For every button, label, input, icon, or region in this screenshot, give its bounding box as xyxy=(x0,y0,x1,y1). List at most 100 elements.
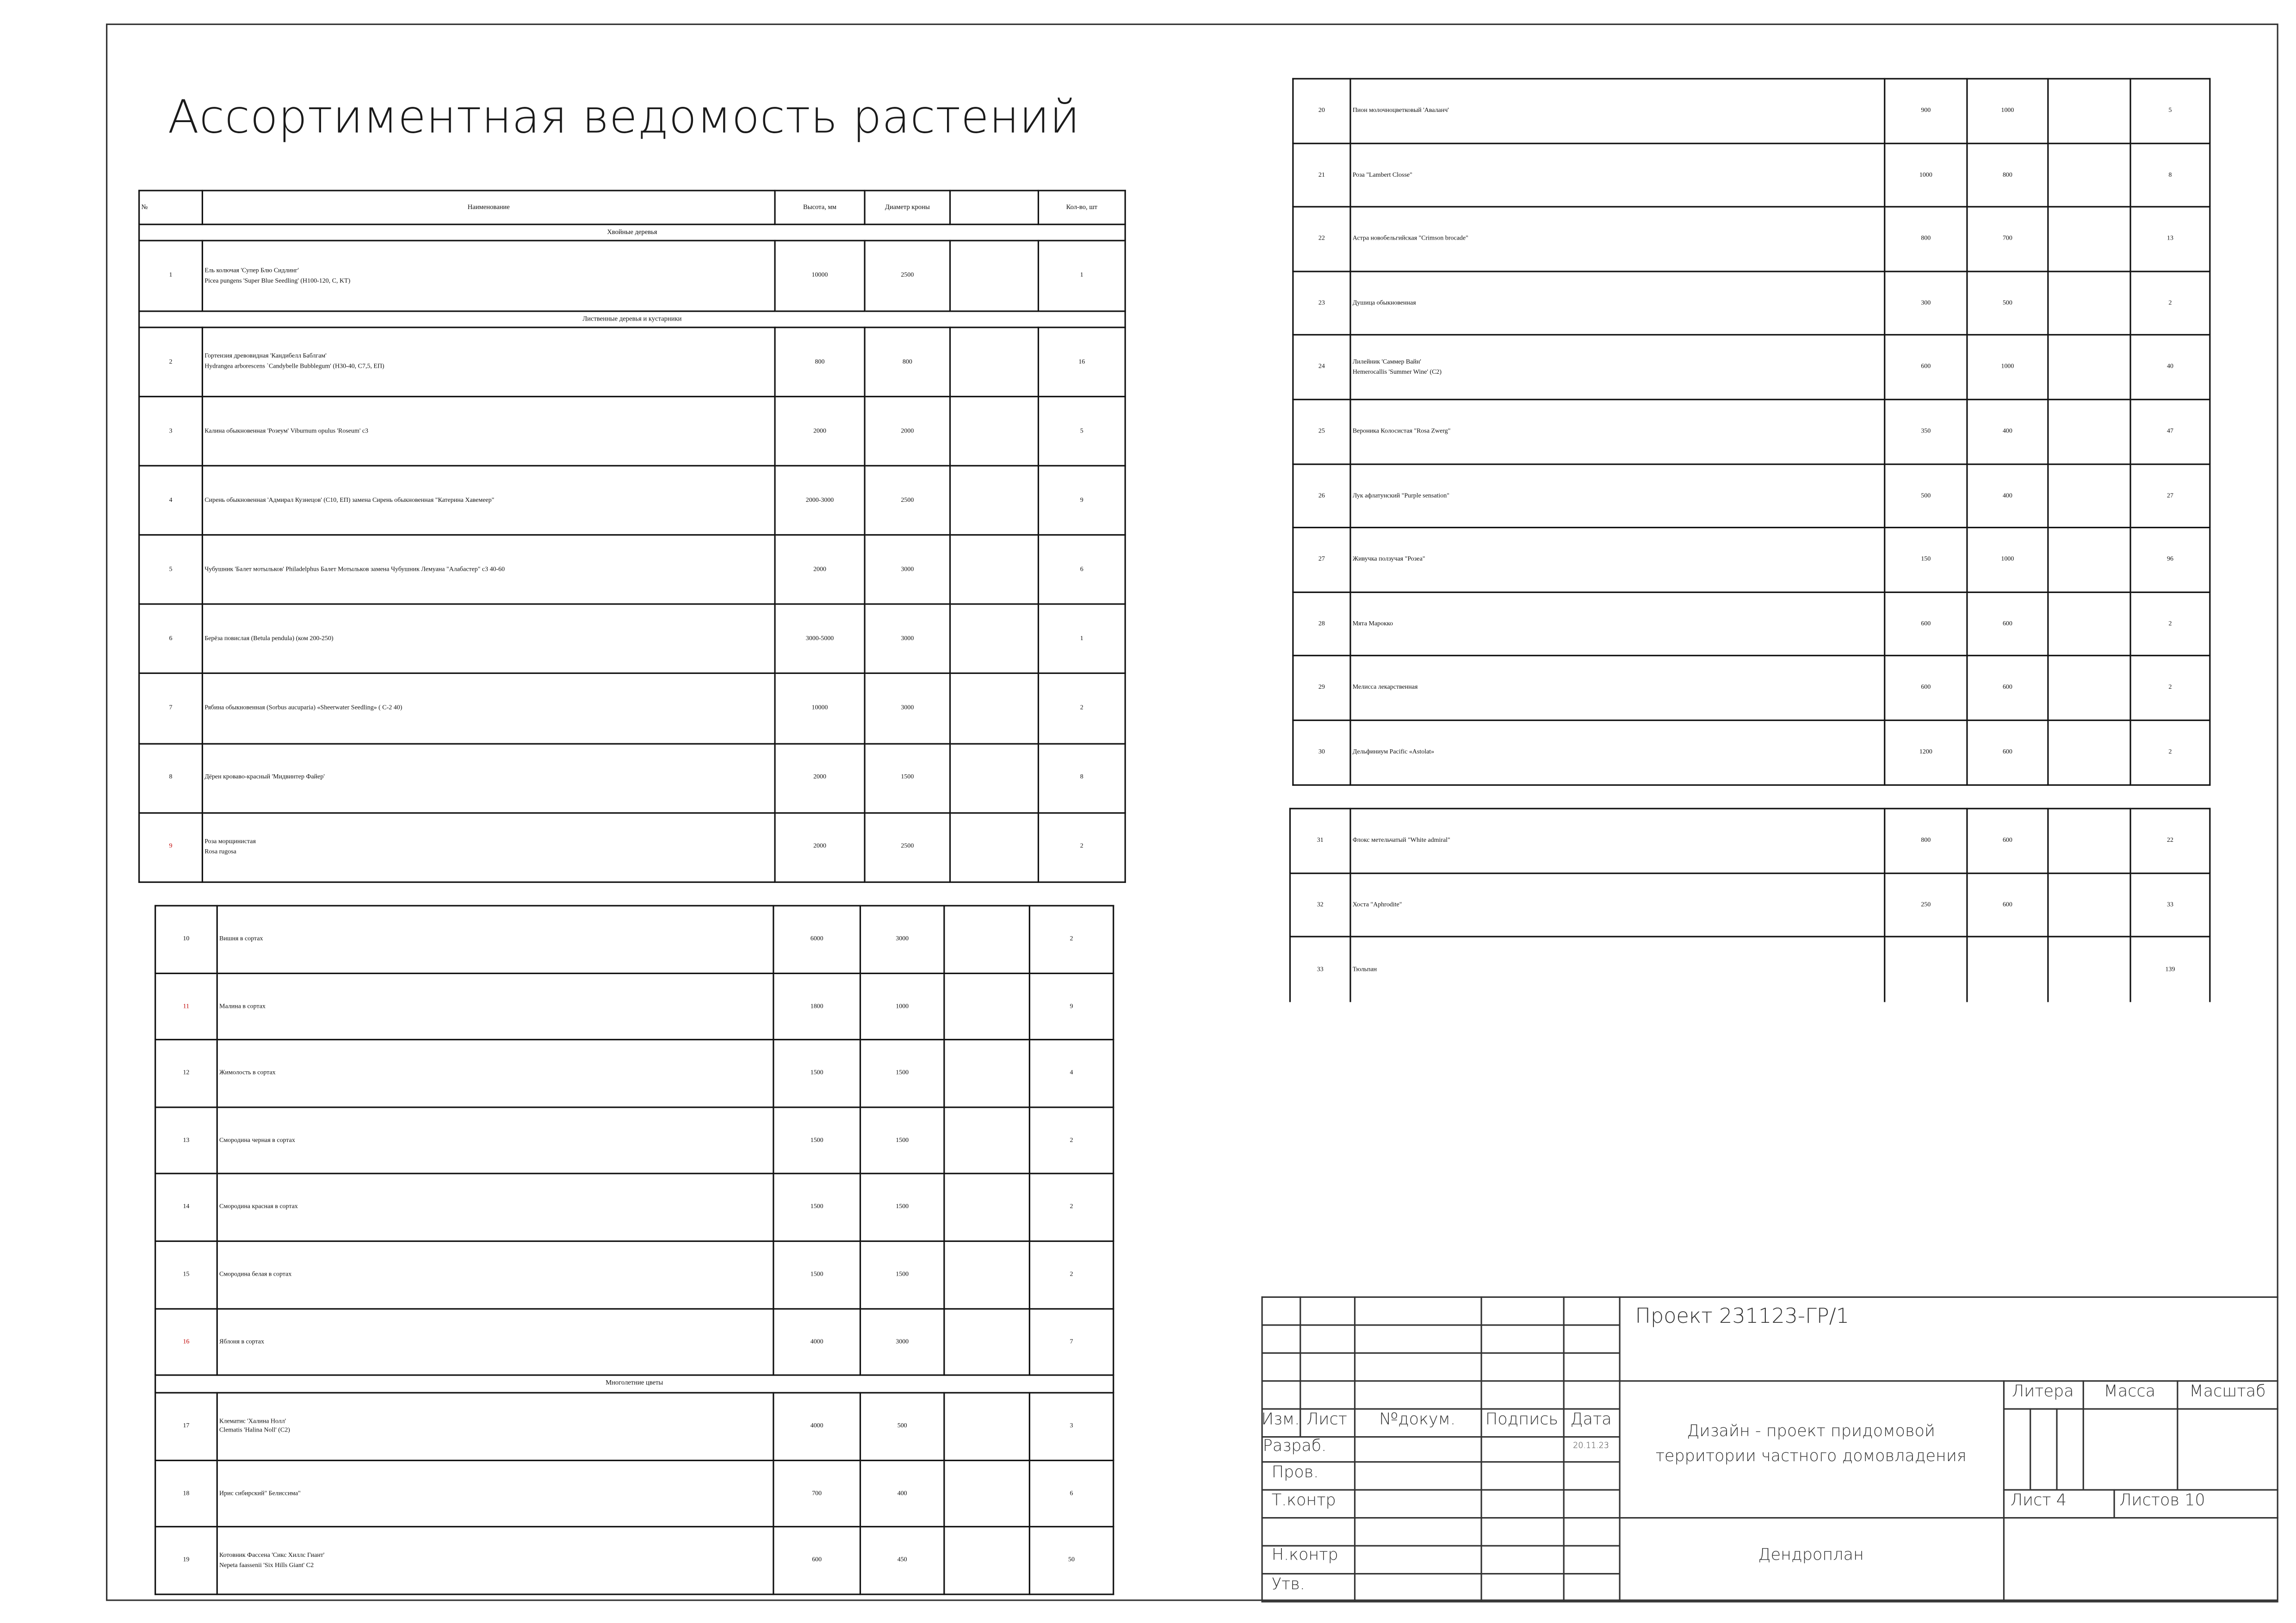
row-number: 32 xyxy=(1289,872,1351,938)
plant-quantity: 2 xyxy=(1028,1106,1114,1175)
plant-name: Котовник Фассена 'Сикс Хиллс Гиант' Nepet… xyxy=(216,1526,774,1595)
table-row: 32 Хоста "Aphrodite" 250 600 33 xyxy=(1289,872,2211,938)
plant-name: Флокс метельчатый "White admiral" xyxy=(1349,808,1886,874)
crown-diameter: 400 xyxy=(1966,463,2049,529)
title-block-line xyxy=(1261,1545,1619,1547)
plant-quantity: 139 xyxy=(2129,936,2211,1002)
crown-diameter: 600 xyxy=(1966,719,2049,785)
row-number: 17 xyxy=(155,1392,218,1461)
plant-quantity: 1 xyxy=(1037,604,1126,675)
title-block-line xyxy=(2113,1489,2115,1518)
plant-name-primary: Рябина обыкновенная (Sorbus aucuparia) «… xyxy=(204,704,402,711)
row-number: 24 xyxy=(1292,334,1351,401)
plant-quantity: 22 xyxy=(2129,808,2211,874)
plant-name: Роза морщинистая Rosa rugosa xyxy=(201,812,776,883)
plant-height: 1000 xyxy=(1884,142,1968,208)
checked-label: Пров. xyxy=(1271,1463,1319,1482)
drawing-name: Дендроплан xyxy=(1758,1545,1864,1564)
crown-diameter: 500 xyxy=(859,1392,945,1461)
plant-photo-cell xyxy=(949,396,1040,467)
developer-label: Разраб. xyxy=(1262,1436,1327,1456)
crown-diameter: 500 xyxy=(1966,270,2049,336)
plant-quantity: 2 xyxy=(2129,655,2211,721)
row-number: 4 xyxy=(138,465,204,536)
section-title: Хвойные деревья xyxy=(138,223,1126,241)
plant-photo-cell xyxy=(2047,527,2131,593)
plant-quantity: 50 xyxy=(1028,1526,1114,1595)
row-number: 5 xyxy=(138,534,204,605)
section-row: Лиственные деревья и кустарники xyxy=(138,310,1126,328)
crown-diameter: 3000 xyxy=(859,905,945,974)
plant-quantity: 2 xyxy=(1028,1173,1114,1242)
plant-photo-cell xyxy=(943,905,1030,974)
row-number: 6 xyxy=(138,604,204,675)
plant-name-primary: Пион молочноцветковый 'Аваланч' xyxy=(1352,106,1449,113)
row-number: 26 xyxy=(1292,463,1351,529)
table-row: 21 Роза "Lambert Closse" 1000 800 8 xyxy=(1292,142,2211,208)
plant-photo-cell xyxy=(943,1173,1030,1242)
table-row: 2 Гортензия древовидная 'Кандибелл Баблга… xyxy=(138,327,1126,398)
plant-photo-cell xyxy=(943,1240,1030,1309)
plant-quantity: 7 xyxy=(1028,1307,1114,1376)
plant-photo-cell xyxy=(949,240,1040,312)
crown-diameter xyxy=(1966,936,2049,1002)
title-block-line xyxy=(1300,1296,1301,1437)
project-description-line1: Дизайн - проект придомовой xyxy=(1687,1421,1935,1441)
plant-name-primary: Лилейник 'Саммер Вайн' xyxy=(1352,358,1421,365)
plant-photo-cell xyxy=(2047,399,2131,464)
plant-name-primary: Гортензия древовидная 'Кандибелл Баблгам… xyxy=(204,352,327,360)
plant-table-2: 10 Вишня в сортах 6000 3000 2 11 Малина в сорт… xyxy=(155,905,1114,1595)
plant-name: Ель колючая 'Супер Блю Сидлинг' Picea pun… xyxy=(201,240,776,312)
plant-photo-cell xyxy=(949,742,1040,814)
crown-diameter: 2500 xyxy=(864,465,951,536)
plant-name-primary: Роза "Lambert Closse" xyxy=(1352,170,1412,178)
row-number: 21 xyxy=(1292,142,1351,208)
plant-height: 800 xyxy=(774,327,866,398)
row-number: 8 xyxy=(138,742,204,814)
plant-name-primary: Лук афлатунский "Purple sensation" xyxy=(1352,491,1449,499)
plant-quantity: 2 xyxy=(1028,905,1114,974)
title-block-line xyxy=(2177,1380,2178,1489)
row-number: 30 xyxy=(1292,719,1351,785)
crown-diameter: 1000 xyxy=(1966,78,2049,144)
table-row: 6 Берёза повислая (Betula pendula) (ком 2… xyxy=(138,604,1126,675)
plant-height: 1500 xyxy=(773,1039,861,1108)
crown-diameter: 600 xyxy=(1966,591,2049,657)
plant-photo-cell xyxy=(2047,334,2131,401)
plant-photo-cell xyxy=(949,673,1040,744)
plant-name-primary: Астра новобельгийская "Crimson brocade" xyxy=(1352,234,1468,242)
plant-photo-cell xyxy=(943,1307,1030,1376)
plant-name-primary: Смородина черная в сортах xyxy=(219,1135,295,1143)
plant-photo-cell xyxy=(2047,78,2131,144)
plant-height: 600 xyxy=(1884,334,1968,401)
title-block-line xyxy=(1261,1601,2278,1602)
col-sign-label: Подпись xyxy=(1485,1409,1559,1429)
plant-name: Яблоня в сортах xyxy=(216,1307,774,1376)
row-number: 14 xyxy=(155,1173,218,1242)
plant-name-primary: Дёрен кроваво-красный 'Мидвинтер Файер' xyxy=(204,773,325,781)
row-number: 2 xyxy=(138,327,204,398)
title-block-line xyxy=(1261,1352,1619,1354)
plant-height: 6000 xyxy=(773,905,861,974)
plant-photo-cell xyxy=(2047,808,2131,874)
header-photo xyxy=(949,190,1040,225)
sheet-number: Лист 4 xyxy=(2010,1490,2067,1510)
crown-diameter: 450 xyxy=(859,1526,945,1595)
plant-name-secondary: Hydrangea arborescens `Candybelle Bubble… xyxy=(204,362,384,370)
plant-quantity: 2 xyxy=(1028,1240,1114,1309)
plant-height: 350 xyxy=(1884,399,1968,464)
table-row: 20 Пион молочноцветковый 'Аваланч' 900 1000… xyxy=(1292,78,2211,144)
table-row: 23 Душица обыкновенная 300 500 2 xyxy=(1292,270,2211,336)
row-number: 29 xyxy=(1292,655,1351,721)
plant-height: 500 xyxy=(1884,463,1968,529)
plant-name: Живучка ползучая "Розеа" xyxy=(1349,527,1886,593)
header-number: № xyxy=(138,190,204,225)
plant-name: Клематис 'Халина Нолл' Clematis 'Halina N… xyxy=(216,1392,774,1461)
plant-height: 800 xyxy=(1884,206,1968,272)
plant-name: Сирень обыкновенная 'Адмирал Кузнецов' (… xyxy=(201,465,776,536)
title-block-line xyxy=(1354,1296,1355,1601)
crown-diameter: 1500 xyxy=(859,1039,945,1108)
crown-diameter: 600 xyxy=(1966,872,2049,938)
row-number: 19 xyxy=(155,1526,218,1595)
